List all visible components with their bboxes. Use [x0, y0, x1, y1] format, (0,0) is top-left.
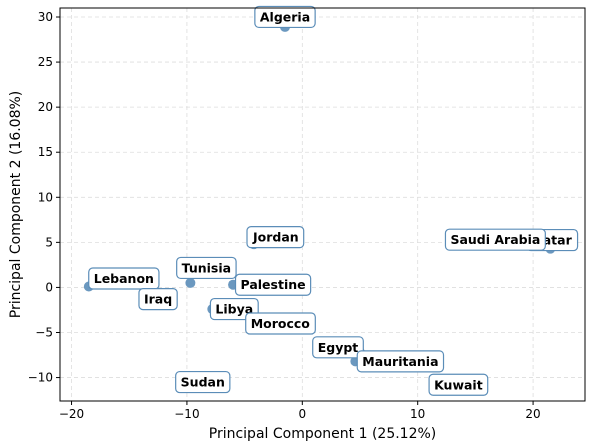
point-label-box	[254, 5, 316, 29]
point-label: Lebanon	[88, 267, 160, 290]
point-label: Algeria	[254, 5, 316, 29]
point-label-text: Iraq	[144, 292, 172, 307]
point-label: Tunisia	[176, 256, 237, 280]
y-tick-label: 30	[38, 10, 53, 24]
point-label-text: Mauritania	[362, 354, 438, 369]
y-tick-label: 15	[38, 145, 53, 159]
point-label-box	[444, 228, 546, 251]
point-label-text: Palestine	[241, 277, 306, 292]
x-tick-label: −20	[59, 407, 84, 421]
point-label: Jordan	[246, 226, 305, 249]
point-label-box	[176, 256, 237, 280]
point-label-text: Jordan	[252, 230, 299, 245]
point-label: Saudi Arabia	[444, 228, 546, 251]
y-tick-label: 20	[38, 100, 53, 114]
point-label-box	[88, 267, 160, 290]
point-label: Iraq	[138, 288, 178, 311]
point-label: Sudan	[175, 370, 231, 394]
point-label-text: Kuwait	[434, 377, 483, 392]
y-axis-ticks: −10 −5 0 5 10 15 20 25 30	[28, 10, 60, 385]
point-label-box	[245, 312, 316, 335]
y-tick-label: −10	[28, 371, 53, 385]
point-label-text: Lebanon	[94, 271, 154, 286]
point-label: Kuwait	[428, 373, 489, 396]
point-label: Egypt	[312, 336, 364, 359]
y-axis-label: Principal Component 2 (16.08%)	[8, 91, 24, 319]
data-point	[185, 277, 196, 288]
point-label-text: Sudan	[181, 375, 225, 390]
point-label: Morocco	[245, 312, 316, 335]
y-tick-label: −5	[35, 325, 53, 339]
point-label-box	[175, 370, 231, 394]
point-label-box	[312, 336, 364, 359]
point-label: Mauritania	[356, 350, 445, 373]
point-label-box	[428, 373, 489, 396]
point-label-text: Saudi Arabia	[450, 232, 540, 247]
point-label-text: Libya	[215, 302, 253, 317]
x-axis-ticks: −20 −10 0 10 20	[59, 401, 541, 421]
point-label: Palestine	[234, 273, 312, 296]
x-tick-label: 0	[298, 407, 306, 421]
x-axis-label: Principal Component 1 (25.12%)	[209, 426, 437, 442]
x-tick-label: 10	[410, 407, 425, 421]
y-tick-label: 10	[38, 190, 53, 204]
point-label-text: Tunisia	[182, 260, 231, 275]
point-label-text: Algeria	[260, 9, 310, 24]
x-tick-label: −10	[174, 407, 199, 421]
point-label-text: Egypt	[318, 340, 359, 355]
plot-frame	[59, 7, 586, 402]
point-label-box	[356, 350, 445, 373]
point-label-text: Morocco	[251, 316, 311, 331]
y-tick-label: 25	[38, 55, 53, 69]
point-label-box	[246, 226, 305, 249]
y-tick-label: 0	[45, 280, 53, 294]
data-points	[83, 21, 567, 390]
y-tick-label: 5	[45, 235, 53, 249]
x-tick-label: 20	[525, 407, 540, 421]
point-label-box	[138, 288, 178, 311]
point-label-box	[234, 273, 312, 296]
